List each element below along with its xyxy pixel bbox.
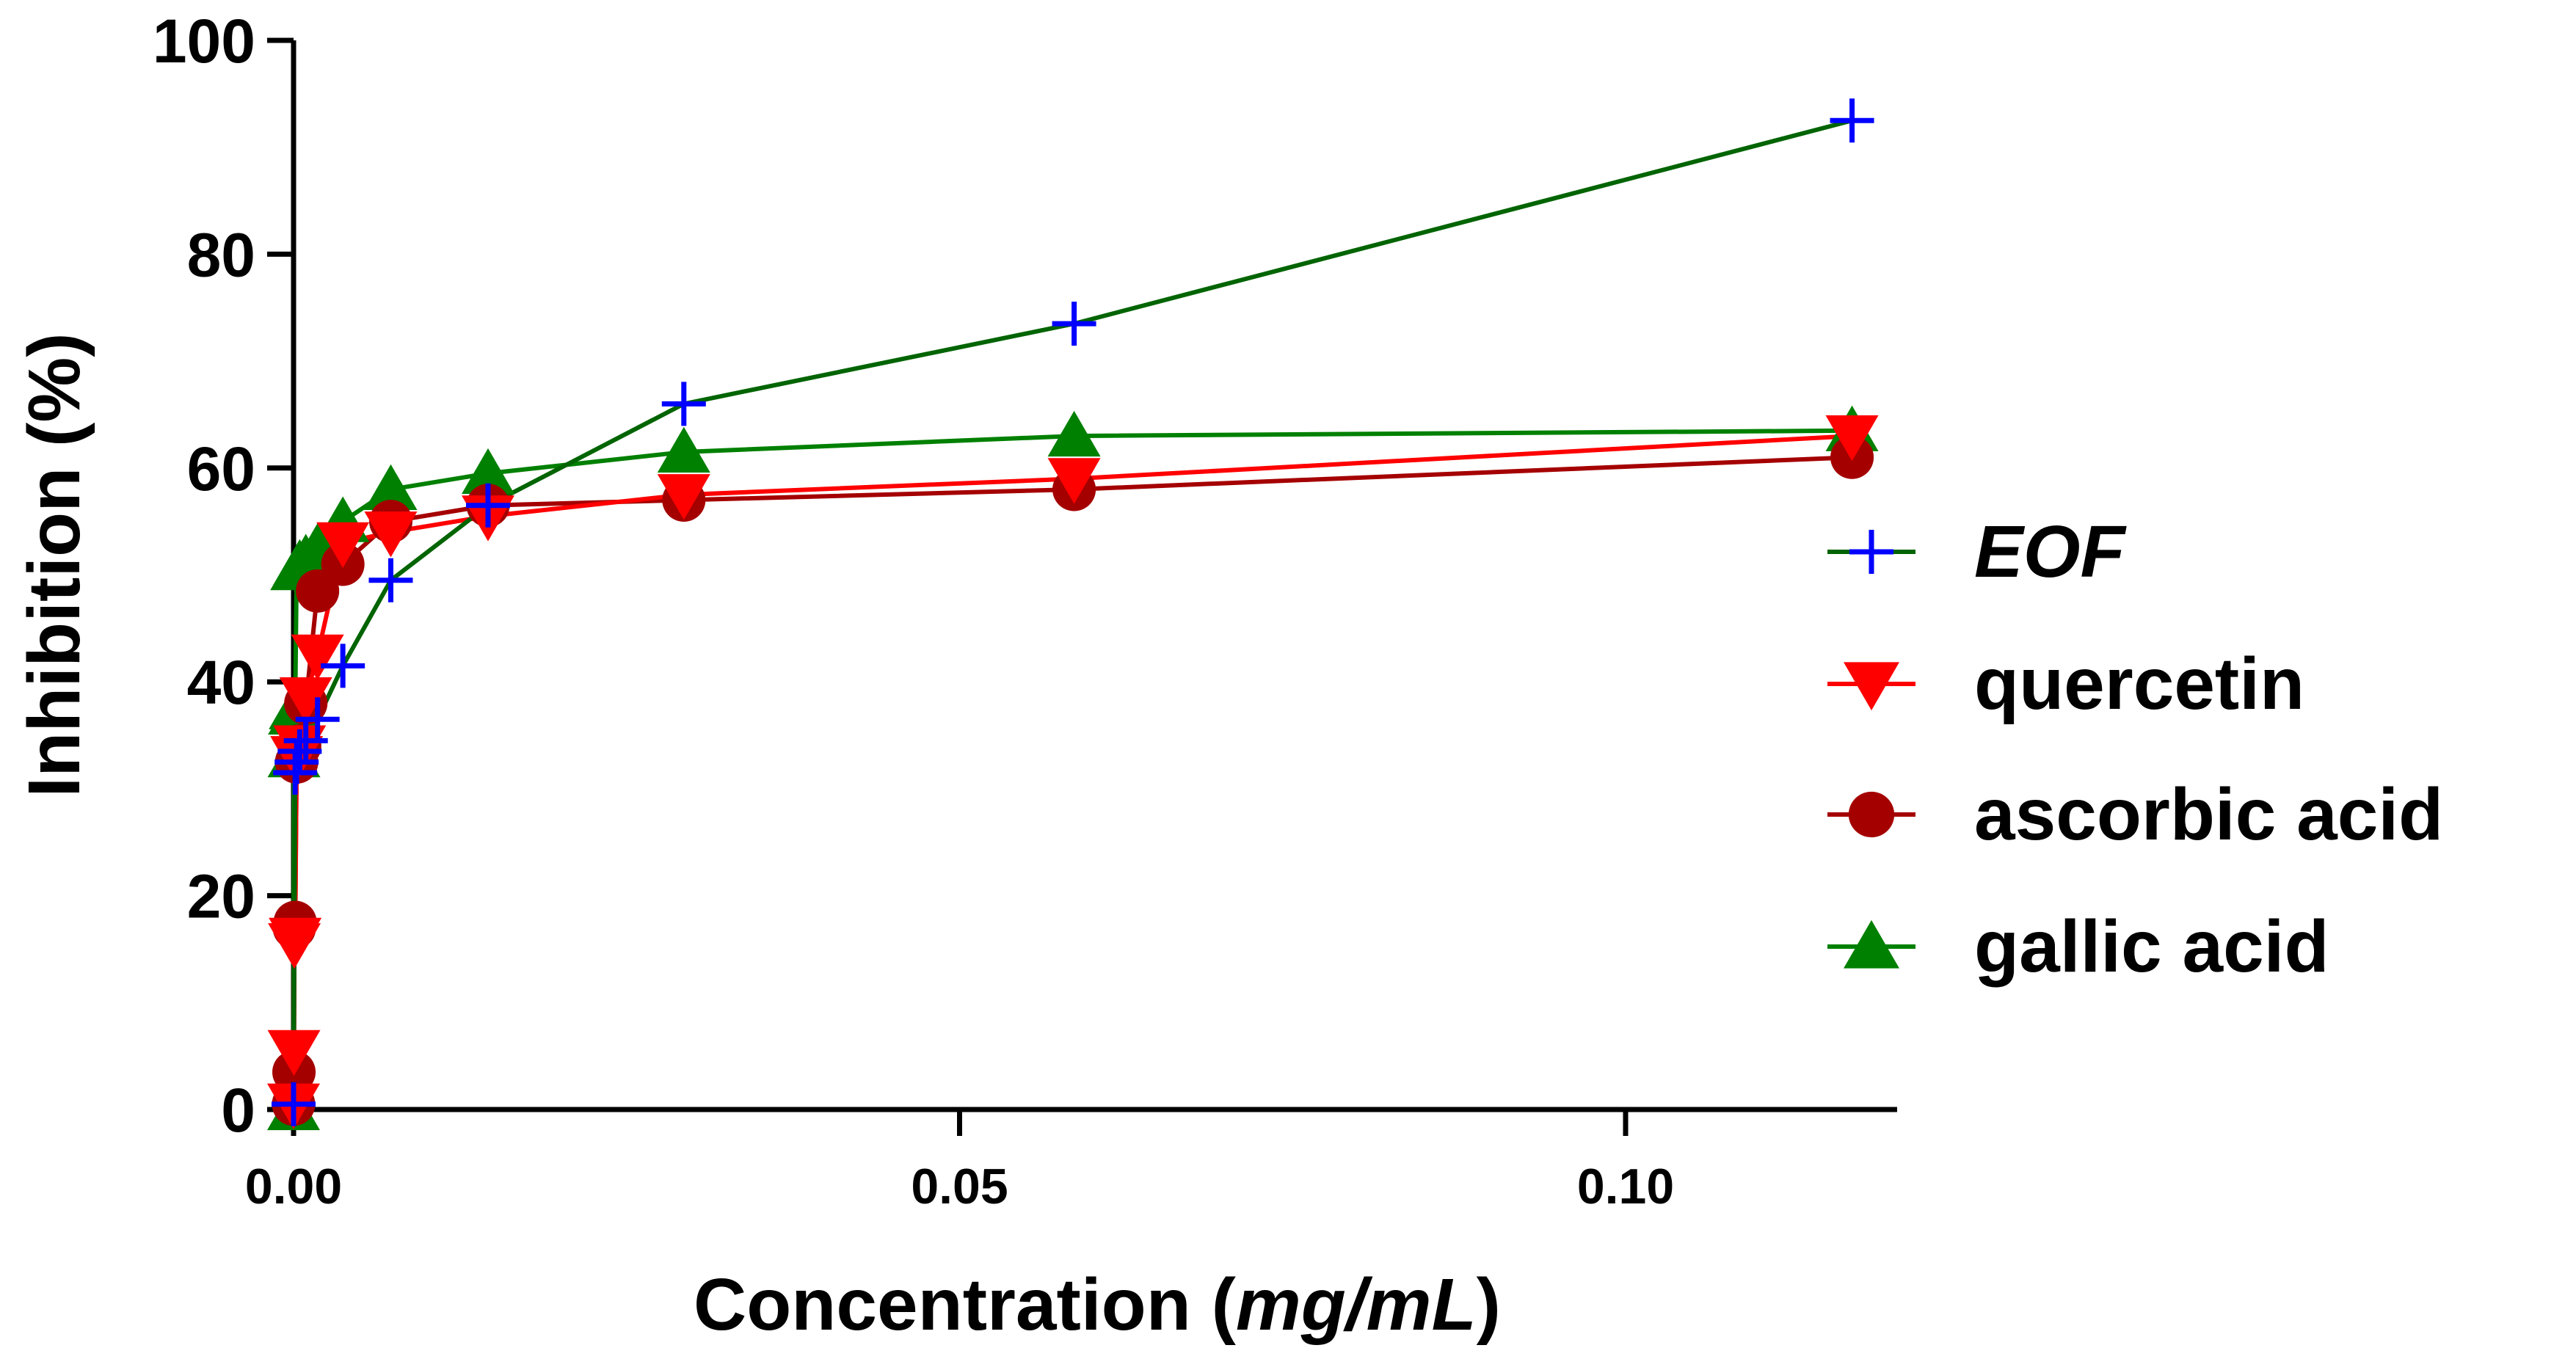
data-point-quercetin <box>279 677 332 724</box>
data-point-gallic-acid <box>657 426 710 473</box>
data-point-eof <box>277 729 322 773</box>
data-point-eof <box>272 1082 316 1126</box>
data-point-quercetin <box>364 511 418 558</box>
series-line-eof <box>291 118 1853 1104</box>
data-point-eof <box>283 718 328 763</box>
legend-swatch-marker <box>1848 791 1895 838</box>
data-point-quercetin <box>1825 415 1879 462</box>
legend-label-eof: EOF <box>1974 511 2127 593</box>
axes <box>291 40 1897 1112</box>
legend-item-eof: EOF <box>1827 511 2127 593</box>
legend-swatch-marker <box>1844 919 1899 969</box>
legend-swatch-marker <box>1844 662 1899 711</box>
series-points-quercetin <box>267 415 1879 1129</box>
data-point-gallic-acid <box>364 464 418 511</box>
y-tick-label: 20 <box>187 862 255 931</box>
series-line-gallic-acid <box>291 428 1852 1110</box>
legend-item-quercetin: quercetin <box>1827 643 2304 725</box>
data-point-quercetin <box>657 474 710 520</box>
series-points-eof <box>272 98 1874 1126</box>
legend-swatch-marker <box>1849 530 1893 574</box>
x-axis-label-suffix: ) <box>1477 1264 1501 1346</box>
series-line-ascorbic-acid <box>291 455 1852 1104</box>
y-axis-label: Inhibition (%) <box>13 332 95 797</box>
series-points-ascorbic-acid <box>272 435 1874 1126</box>
x-tick-label: 0.00 <box>245 1159 342 1214</box>
y-tick-label: 100 <box>153 7 255 76</box>
data-point-eof <box>465 483 510 528</box>
y-tick-label: 40 <box>187 648 255 717</box>
data-point-eof <box>321 644 365 688</box>
data-point-eof <box>661 382 706 426</box>
x-tick-label: 0.05 <box>911 1159 1008 1214</box>
x-axis-label-prefix: Concentration ( <box>694 1264 1237 1346</box>
legend-label-ascorbic-acid: ascorbic acid <box>1974 773 2443 856</box>
x-tick-label: 0.10 <box>1577 1159 1674 1214</box>
legend-item-gallic-acid: gallic acid <box>1827 906 2329 988</box>
y-tick-label: 80 <box>187 220 255 289</box>
legend-item-ascorbic-acid: ascorbic acid <box>1827 773 2443 856</box>
series-group <box>267 98 1879 1131</box>
y-tick-label: 60 <box>187 434 255 503</box>
legend: EOF quercetin ascorbic acid gallic acid <box>1827 511 2443 988</box>
y-axis-ticks: 0 20 40 60 80 100 <box>153 7 294 1145</box>
x-axis-ticks: 0.00 0.05 0.10 <box>245 1110 1674 1214</box>
data-point-quercetin <box>269 917 322 964</box>
data-point-quercetin <box>316 522 370 568</box>
data-point-eof <box>274 740 319 784</box>
data-point-quercetin <box>291 634 344 680</box>
x-axis-label: Concentration (mg/mL) <box>694 1264 1501 1346</box>
legend-label-quercetin: quercetin <box>1974 643 2304 725</box>
data-point-eof <box>295 697 340 742</box>
data-point-quercetin <box>267 1030 321 1076</box>
x-axis-label-unit: mg/mL <box>1236 1264 1477 1346</box>
data-point-eof <box>1830 98 1874 143</box>
data-point-quercetin <box>1047 458 1101 504</box>
data-point-gallic-acid <box>1047 410 1101 457</box>
data-point-eof <box>368 558 413 602</box>
series-line-quercetin <box>291 434 1852 1104</box>
data-point-gallic-acid <box>461 448 514 495</box>
y-tick-label: 0 <box>221 1076 255 1145</box>
legend-label-gallic-acid: gallic acid <box>1974 906 2329 988</box>
data-point-eof <box>1052 302 1096 346</box>
